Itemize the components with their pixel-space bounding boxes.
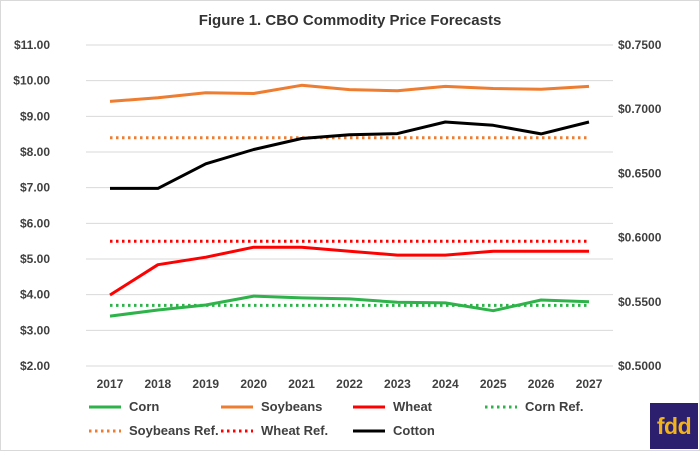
gridlines xyxy=(86,44,613,367)
logo-text: fdd xyxy=(656,412,692,439)
fdd-logo: fdd xyxy=(650,403,698,449)
left-tick-label: $11.00 xyxy=(14,38,50,52)
x-tick-label: 2020 xyxy=(240,377,267,391)
right-tick-label: $0.6500 xyxy=(618,166,662,180)
left-tick-label: $4.00 xyxy=(20,288,50,302)
x-tick-label: 2021 xyxy=(288,377,315,391)
legend-label-soybeans-ref: Soybeans Ref. xyxy=(129,423,219,438)
legend-label-wheat: Wheat xyxy=(393,399,433,414)
left-tick-label: $3.00 xyxy=(20,323,50,337)
x-tick-label: 2027 xyxy=(576,377,603,391)
x-axis-ticks: 2017 2018 2019 2020 2021 2022 2023 2024 2025 2026… xyxy=(97,377,603,391)
series-soybeans-line xyxy=(109,83,590,103)
right-tick-label: $0.5000 xyxy=(618,359,662,373)
legend: Corn Soybeans Wheat Corn Ref. Soybeans Ref. W… xyxy=(89,399,584,438)
series-corn-line xyxy=(109,294,590,318)
chart-title: Figure 1. CBO Commodity Price Forecasts xyxy=(199,12,502,29)
x-tick-label: 2019 xyxy=(192,377,219,391)
legend-label-wheat-ref: Wheat Ref. xyxy=(261,423,328,438)
right-tick-label: $0.7000 xyxy=(618,102,662,116)
series-lines xyxy=(109,83,590,318)
right-tick-label: $0.5500 xyxy=(618,295,662,309)
left-tick-label: $2.00 xyxy=(20,359,50,373)
left-tick-label: $10.00 xyxy=(13,74,50,88)
legend-label-corn-ref: Corn Ref. xyxy=(525,399,584,414)
right-tick-label: $0.6000 xyxy=(618,231,662,245)
left-axis-ticks: $2.00 $3.00 $4.00 $5.00 $6.00 $7.00 $8.00 $9.00… xyxy=(13,38,50,373)
left-tick-label: $6.00 xyxy=(20,216,50,230)
series-wheat-line xyxy=(109,245,589,297)
legend-label-cotton: Cotton xyxy=(393,423,435,438)
x-tick-label: 2024 xyxy=(432,377,459,391)
x-tick-label: 2018 xyxy=(145,377,172,391)
legend-label-soybeans: Soybeans xyxy=(261,399,322,414)
right-axis-ticks: $0.5000 $0.5500 $0.6000 $0.6500 $0.7000 $0.75… xyxy=(618,38,662,373)
left-tick-label: $5.00 xyxy=(20,252,50,266)
left-tick-label: $8.00 xyxy=(20,145,50,159)
left-tick-label: $9.00 xyxy=(20,109,50,123)
x-tick-label: 2023 xyxy=(384,377,411,391)
x-tick-label: 2022 xyxy=(336,377,363,391)
x-tick-label: 2025 xyxy=(480,377,507,391)
x-tick-label: 2017 xyxy=(97,377,124,391)
left-tick-label: $7.00 xyxy=(20,181,50,195)
right-tick-label: $0.7500 xyxy=(618,38,662,52)
series-cotton-line xyxy=(110,120,590,190)
x-tick-label: 2026 xyxy=(528,377,555,391)
legend-label-corn: Corn xyxy=(129,399,159,414)
